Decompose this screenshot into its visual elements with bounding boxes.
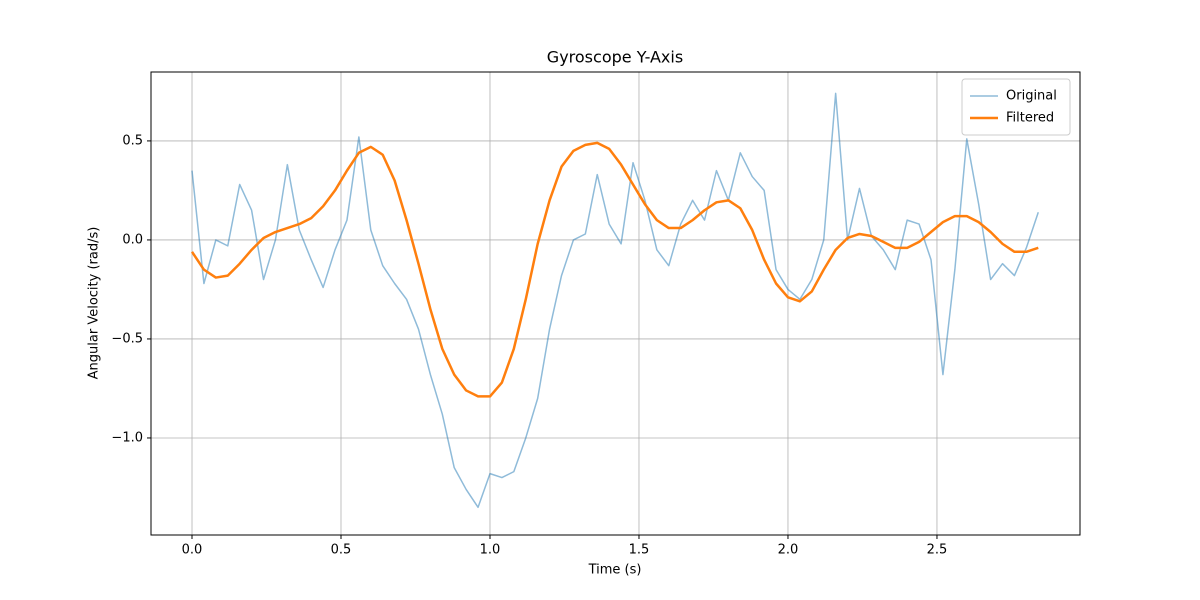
x-tick-label: 0.0 [182,543,203,558]
plot-frame [150,71,1081,536]
legend-box [961,78,1071,136]
x-tick-label: 2.0 [778,543,799,558]
legend-label: Original [1006,89,1057,104]
y-tick-label: −1.0 [111,430,143,445]
x-axis-label: Time (s) [588,563,642,578]
y-tick-label: 0.5 [122,133,143,148]
x-tick-label: 0.5 [331,543,352,558]
legend-label: Filtered [1006,111,1054,126]
x-tick-label: 2.5 [927,543,948,558]
y-tick-label: 0.0 [122,232,143,247]
y-axis-label: Angular Velocity (rad/s) [87,227,102,380]
chart-title: Gyroscope Y-Axis [547,48,683,67]
x-tick-label: 1.5 [629,543,650,558]
y-tick-label: −0.5 [111,331,143,346]
data-line [190,141,1039,398]
legend: Original Filtered [961,78,1071,136]
x-tick-label: 1.0 [480,543,501,558]
data-line [191,92,1039,509]
